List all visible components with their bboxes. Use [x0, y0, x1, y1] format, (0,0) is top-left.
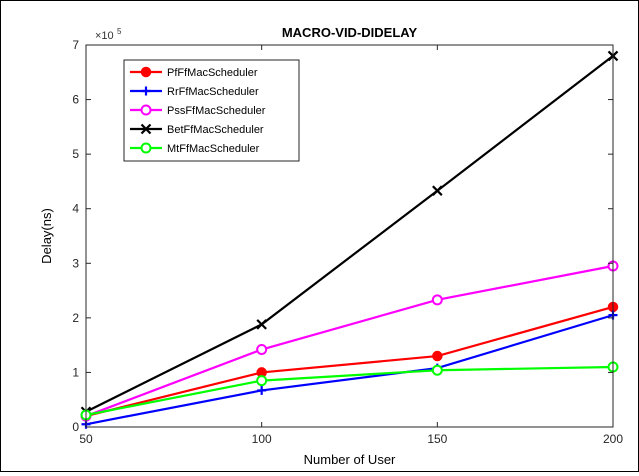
legend-entry: MtFfMacScheduler: [130, 142, 260, 155]
data-point: [256, 344, 268, 356]
legend-label: BetFfMacScheduler: [167, 124, 264, 136]
axes-box: [85, 44, 614, 428]
series-line: [85, 365, 614, 417]
legend-label: RrFfMacScheduler: [167, 86, 259, 98]
series-BetFfMacScheduler: [80, 50, 619, 417]
x-tick-label: 100: [252, 432, 272, 446]
data-point: [257, 385, 267, 395]
y-axis-label: Delay(ns): [39, 208, 54, 264]
data-point: [256, 319, 267, 330]
multiplier-exponent: 5: [117, 27, 122, 36]
legend-entry: PfFfMacScheduler: [130, 66, 258, 79]
legend-entry: BetFfMacScheduler: [130, 123, 264, 136]
multiplier-base: ×10: [95, 30, 114, 42]
y-axis-multiplier: ×10 5: [95, 27, 122, 42]
y-tick-label: 1: [72, 365, 79, 379]
legend-marker: [140, 66, 152, 78]
legend-label: PfFfMacScheduler: [167, 67, 258, 79]
data-point: [256, 375, 268, 387]
legend-marker: [141, 86, 151, 96]
data-point: [431, 364, 443, 376]
legend-entry: PssFfMacScheduler: [130, 104, 266, 117]
x-tick-label: 50: [79, 432, 93, 446]
legend-marker: [140, 142, 152, 154]
series-line: [85, 55, 614, 413]
y-tick-label: 3: [72, 256, 79, 270]
x-tick-label: 150: [427, 432, 447, 446]
chart-legend: PfFfMacScheduler RrFfMacScheduler PssFfMac…: [123, 59, 300, 162]
legend-label: MtFfMacScheduler: [167, 143, 260, 155]
legend-marker: [140, 104, 152, 116]
x-tick-label: 200: [603, 432, 623, 446]
series-line: [85, 264, 614, 418]
data-point: [432, 350, 443, 362]
legend-marker: [140, 123, 152, 135]
axes-layer: 50 100 150 200 0 1 2 3 4 5 6 7: [72, 38, 623, 446]
y-tick-label: 6: [72, 93, 79, 107]
data-point: [432, 185, 443, 196]
legend-label: PssFfMacScheduler: [167, 105, 266, 117]
y-tick-label: 2: [72, 311, 79, 325]
y-tick-label: 5: [72, 147, 79, 161]
data-point: [431, 294, 443, 306]
x-axis-label: Number of User: [304, 452, 396, 467]
series-line: [85, 314, 614, 426]
y-tick-label: 4: [72, 202, 79, 216]
legend-entry: RrFfMacScheduler: [130, 86, 259, 98]
series-layer: [80, 50, 619, 429]
y-tick-label: 7: [72, 38, 79, 52]
chart-title: MACRO-VID-DIDELAY: [282, 25, 418, 40]
series-line: [85, 305, 614, 418]
y-tick-label: 0: [72, 420, 79, 434]
